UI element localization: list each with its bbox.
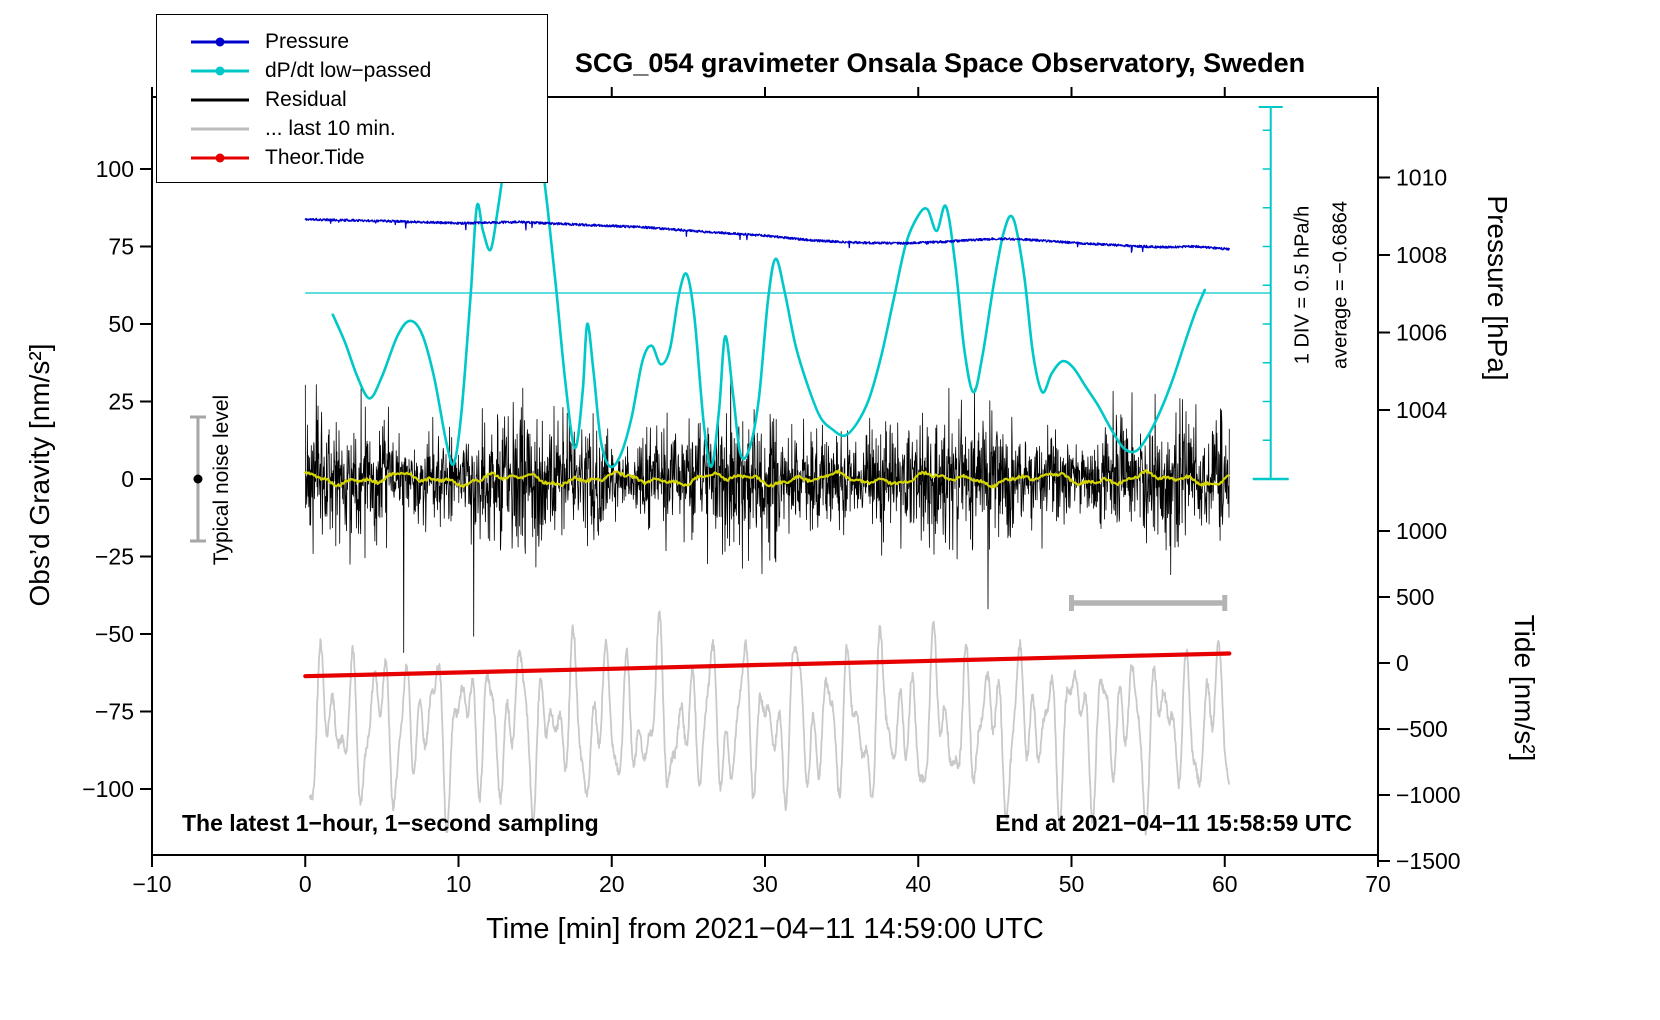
legend-label: Theor.Tide (265, 145, 365, 169)
y-axis-label-pressure: Pressure [hPa] (1482, 195, 1513, 381)
svg-text:−10: −10 (132, 871, 171, 897)
svg-text:75: 75 (108, 234, 134, 260)
svg-text:−1500: −1500 (1396, 848, 1461, 874)
svg-text:−1000: −1000 (1396, 782, 1461, 808)
svg-text:−50: −50 (95, 621, 134, 647)
legend-item-tide: Theor.Tide (191, 143, 547, 172)
svg-text:25: 25 (108, 389, 134, 415)
svg-text:30: 30 (752, 871, 778, 897)
svg-text:40: 40 (905, 871, 931, 897)
legend-item-dpdt: dP/dt low−passed (191, 56, 547, 85)
annotation-noise-level: Typical noise level (210, 394, 233, 566)
annotation-average: average = −0.6864 (1329, 201, 1352, 369)
svg-text:1004: 1004 (1396, 397, 1447, 423)
legend: Pressure dP/dt low−passed Residual ... l… (156, 14, 548, 183)
svg-text:50: 50 (1059, 871, 1085, 897)
x-axis-label: Time [min] from 2021−04−11 14:59:00 UTC (486, 913, 1044, 945)
legend-label: ... last 10 min. (265, 116, 396, 140)
legend-label: Pressure (265, 29, 350, 53)
svg-text:−25: −25 (95, 544, 134, 570)
svg-text:0: 0 (299, 871, 312, 897)
svg-text:50: 50 (108, 311, 134, 337)
legend-item-residual: Residual (191, 85, 547, 114)
dpdt-line-icon (191, 66, 249, 76)
svg-text:1006: 1006 (1396, 320, 1447, 346)
svg-text:0: 0 (121, 466, 134, 492)
svg-text:100: 100 (96, 156, 134, 182)
svg-text:60: 60 (1212, 871, 1238, 897)
y-axis-label-tide: Tide [nm/s²] (1509, 614, 1540, 762)
svg-text:500: 500 (1396, 584, 1434, 610)
svg-text:0: 0 (1396, 650, 1409, 676)
svg-text:1000: 1000 (1396, 518, 1447, 544)
svg-text:−75: −75 (95, 699, 134, 725)
pressure-line-icon (191, 37, 249, 47)
residual-line-icon (191, 95, 249, 105)
legend-item-last10: ... last 10 min. (191, 114, 547, 143)
legend-item-pressure: Pressure (191, 27, 547, 56)
svg-text:1010: 1010 (1396, 165, 1447, 191)
svg-text:1008: 1008 (1396, 242, 1447, 268)
sampling-note: The latest 1−hour, 1−second sampling (182, 810, 599, 836)
legend-label: dP/dt low−passed (265, 58, 432, 82)
svg-text:−500: −500 (1396, 716, 1448, 742)
legend-label: Residual (265, 87, 347, 111)
svg-text:−100: −100 (82, 776, 134, 802)
y-axis-label-gravity: Obs’d Gravity [nm/s²] (24, 343, 55, 607)
tide-line-icon (191, 153, 249, 163)
svg-text:10: 10 (446, 871, 472, 897)
svg-text:70: 70 (1365, 871, 1391, 897)
chart-title: SCG_054 gravimeter Onsala Space Observat… (574, 48, 1306, 78)
annotation-div-scale: 1 DIV = 0.5 hPa/h (1291, 205, 1314, 365)
last10-line-icon (191, 124, 249, 134)
svg-text:20: 20 (599, 871, 625, 897)
end-time-note: End at 2021−04−11 15:58:59 UTC (995, 810, 1352, 836)
